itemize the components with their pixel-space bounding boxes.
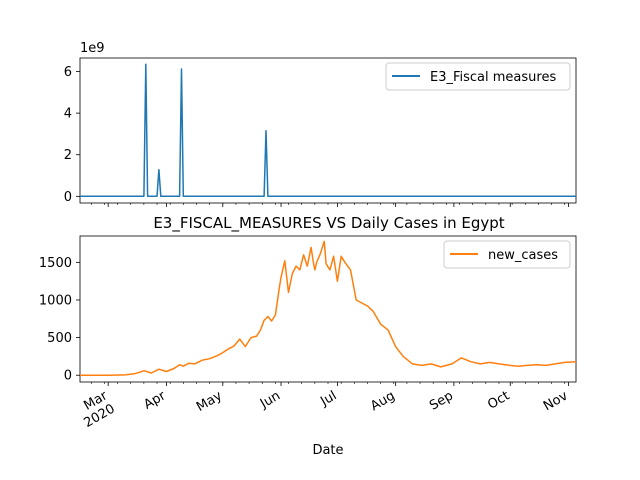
x-tick-label: Aug — [368, 388, 397, 414]
x-tick-label: Jun — [257, 388, 283, 412]
x-tick-label: Apr — [141, 388, 169, 413]
y-tick-label: 1000 — [39, 293, 72, 308]
y-tick-label: 0 — [64, 369, 72, 384]
y-tick-label: 6 — [64, 65, 72, 80]
chart-title: E3_FISCAL_MEASURES VS Daily Cases in Egy… — [153, 214, 504, 233]
y-tick-label: 0 — [64, 190, 72, 205]
panel-fiscal-measures: 0 2 4 6 1e9 E3_Fiscal measures — [64, 41, 577, 207]
legend-top: E3_Fiscal measures — [385, 62, 571, 91]
series-line-new-cases — [80, 240, 577, 376]
y-scale-label: 1e9 — [80, 41, 105, 56]
legend-box-top — [385, 62, 571, 91]
legend-label-new-cases: new_cases — [488, 248, 558, 263]
y-tick-label: 2 — [64, 148, 72, 163]
x-tick-label: Sep — [427, 388, 456, 413]
series-line-e3-fiscal-measures — [80, 63, 576, 198]
y-tick-label: 500 — [47, 331, 72, 346]
y-tick-label: 4 — [64, 107, 72, 122]
legend-box-bottom — [443, 240, 571, 269]
legend-label-fiscal: E3_Fiscal measures — [430, 70, 556, 85]
y-tick-label: 1500 — [39, 256, 72, 271]
x-tick-label: Jul — [317, 388, 339, 409]
x-axis-label: Date — [312, 443, 343, 458]
panel-new-cases: 0 500 1000 1500 Mar2020 Apr May Jun Jul Aug Sep Oc… — [39, 235, 577, 431]
x-tick-label: Nov — [541, 388, 571, 414]
legend-bottom: new_cases — [443, 240, 571, 269]
x-tick-label: Oct — [485, 388, 512, 412]
x-tick-label: May — [194, 388, 225, 415]
x-tick-label: Mar2020 — [74, 388, 118, 431]
